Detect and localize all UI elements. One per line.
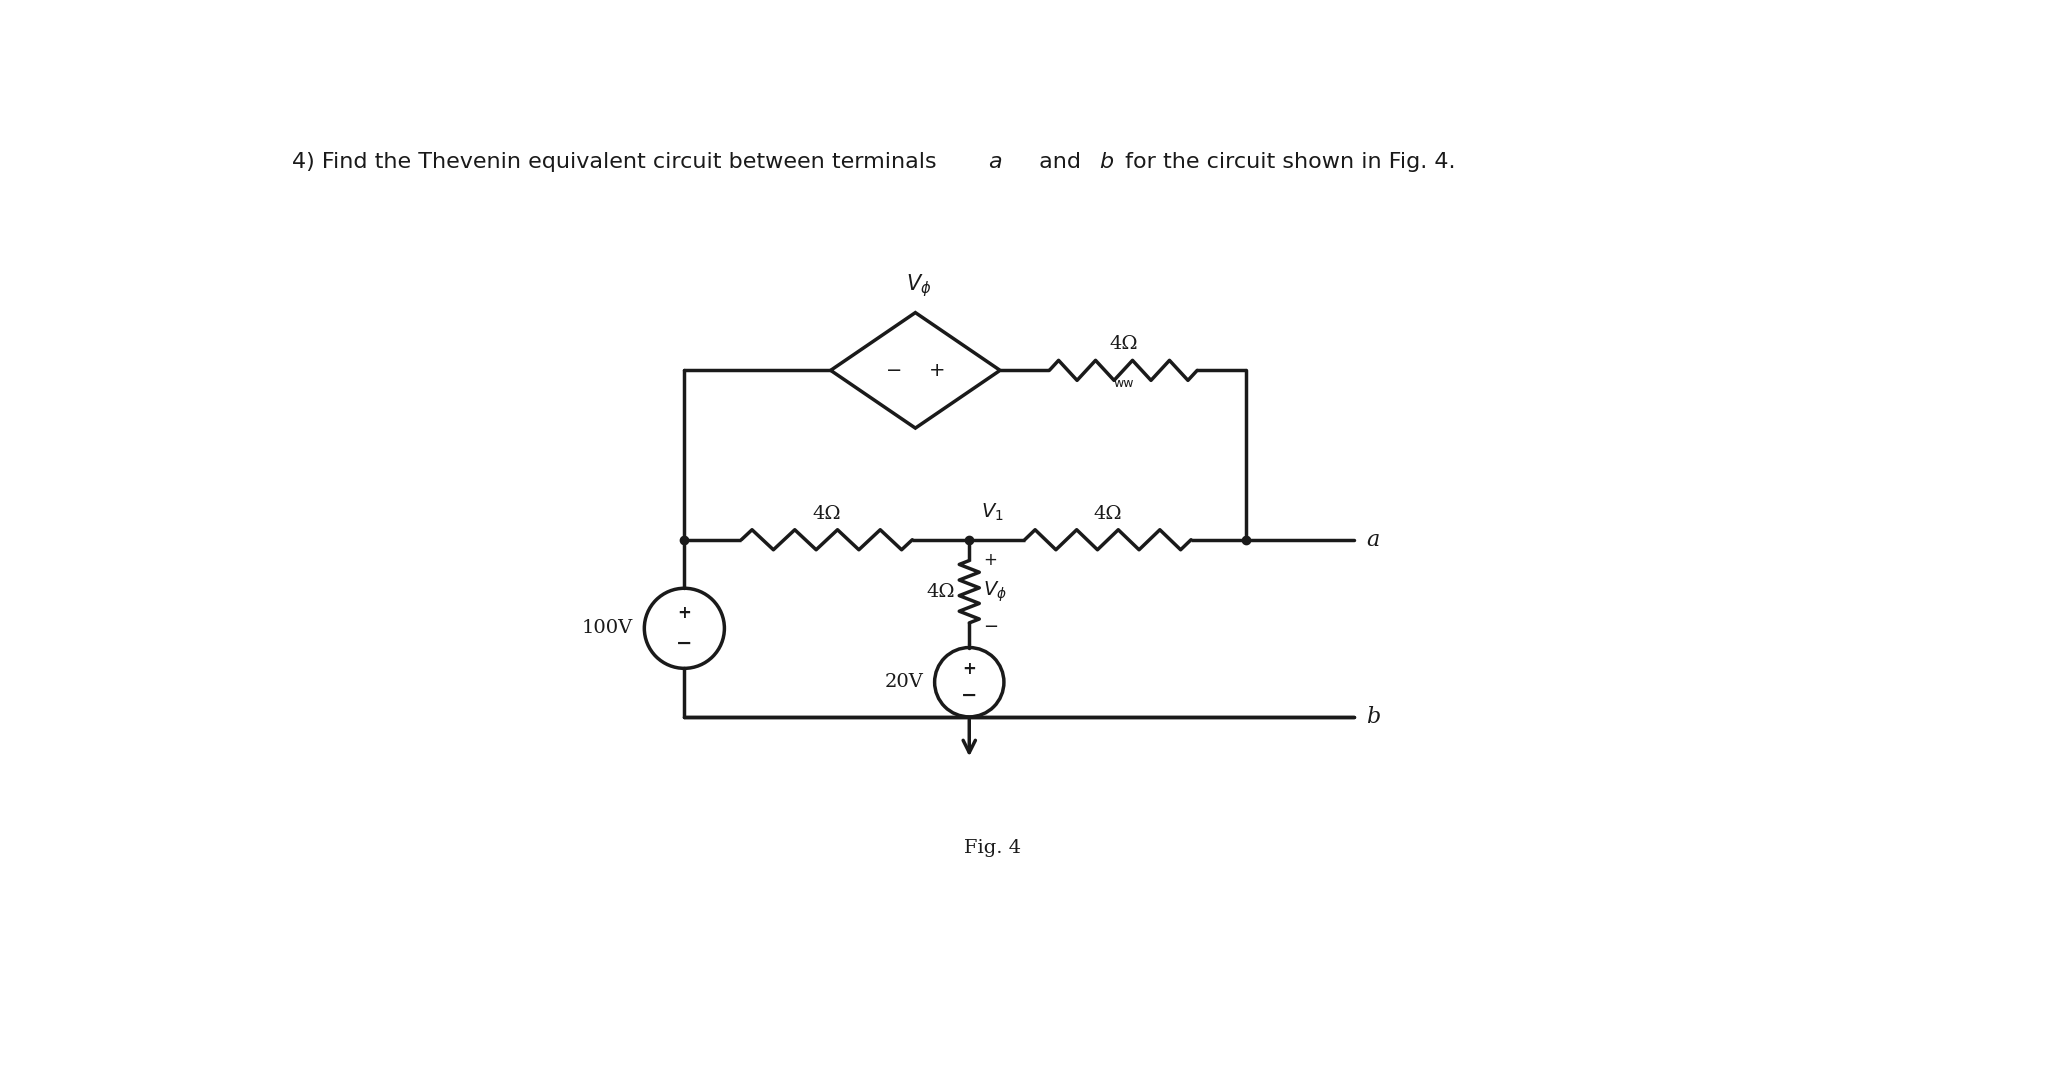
- Text: +: +: [677, 604, 692, 622]
- Text: $V_\phi$: $V_\phi$: [906, 272, 931, 299]
- Text: b: b: [1367, 706, 1381, 727]
- Text: a: a: [988, 152, 1000, 173]
- Text: +: +: [984, 552, 996, 570]
- Text: −: −: [886, 361, 902, 380]
- Text: b: b: [1099, 152, 1113, 173]
- Text: 20V: 20V: [884, 673, 923, 691]
- Text: for the circuit shown in Fig. 4.: for the circuit shown in Fig. 4.: [1117, 152, 1455, 173]
- Text: 4Ω: 4Ω: [927, 583, 955, 601]
- Text: −: −: [984, 618, 998, 636]
- Text: +: +: [929, 361, 945, 380]
- Text: a: a: [1367, 528, 1379, 551]
- Text: 4) Find the Thevenin equivalent circuit between terminals: 4) Find the Thevenin equivalent circuit …: [293, 152, 943, 173]
- Text: 4Ω: 4Ω: [812, 505, 841, 523]
- Text: +: +: [962, 660, 976, 678]
- Text: 100V: 100V: [581, 620, 632, 637]
- Text: $V_\phi$: $V_\phi$: [984, 579, 1007, 604]
- Text: 4Ω: 4Ω: [1093, 505, 1121, 523]
- Text: ww: ww: [1113, 377, 1133, 390]
- Text: −: −: [962, 686, 978, 705]
- Text: −: −: [675, 634, 692, 653]
- Text: Fig. 4: Fig. 4: [964, 839, 1021, 856]
- Text: $V_1$: $V_1$: [980, 502, 1003, 523]
- Text: 4Ω: 4Ω: [1109, 335, 1138, 354]
- Text: and: and: [1031, 152, 1088, 173]
